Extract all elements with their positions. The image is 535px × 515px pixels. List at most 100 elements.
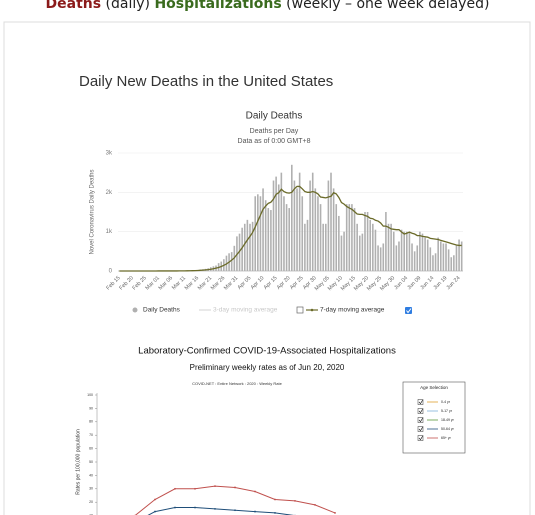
- y-tick-label: 20: [89, 500, 93, 504]
- legend-label[interactable]: 7-day moving average: [320, 307, 385, 314]
- y-tick-label: 80: [89, 420, 93, 424]
- bar: [262, 188, 264, 271]
- bar: [338, 215, 340, 271]
- legend-label[interactable]: 65+ yr: [441, 436, 452, 440]
- bar: [460, 241, 463, 271]
- point: [194, 487, 196, 490]
- bar: [395, 245, 398, 271]
- point: [234, 509, 236, 512]
- chart-title: Daily Deaths: [246, 111, 303, 122]
- legend-label[interactable]: 0-4 yr: [441, 400, 451, 404]
- checkbox[interactable]: [417, 408, 424, 414]
- bar: [379, 247, 382, 271]
- bar: [309, 180, 311, 271]
- checkmark: [418, 418, 423, 423]
- point: [154, 498, 156, 501]
- bar: [335, 204, 338, 271]
- legend-title: Age Selection: [420, 385, 448, 390]
- bar: [280, 172, 283, 271]
- bar: [327, 180, 330, 271]
- x-tick-label: Apr 15: [263, 275, 279, 291]
- y-tick-label: 70: [89, 433, 93, 437]
- y-tick-label: 60: [89, 447, 93, 451]
- bar: [254, 196, 257, 271]
- y-tick-label: 30: [89, 487, 93, 491]
- bar: [311, 172, 314, 271]
- bar: [450, 257, 453, 271]
- point: [254, 490, 256, 493]
- bar: [398, 241, 400, 271]
- bar: [324, 223, 327, 271]
- y-tick-label: 40: [89, 473, 93, 477]
- bar: [453, 255, 455, 271]
- x-tick-label: Apr 05: [237, 275, 253, 291]
- y-tick-label: 0: [109, 269, 113, 275]
- bar: [369, 219, 372, 271]
- x-tick-label: Apr 25: [289, 275, 305, 291]
- bar: [246, 219, 249, 271]
- point: [274, 512, 276, 514]
- checkmark: [418, 400, 423, 405]
- bar: [408, 231, 411, 271]
- chart-subtitle: Preliminary weekly rates as of Jun 20, 2…: [190, 363, 345, 372]
- bar: [374, 229, 377, 271]
- point: [214, 508, 216, 510]
- bar: [358, 235, 361, 271]
- page-header: Deaths (daily) Hospitalizations (weekly …: [0, 0, 535, 12]
- bar: [314, 188, 317, 271]
- legend-label[interactable]: 3-day moving average: [213, 307, 278, 314]
- bar: [267, 208, 270, 271]
- bar: [419, 231, 421, 271]
- legend-label[interactable]: 18-49 yr: [441, 418, 455, 422]
- x-tick-label: Jun 24: [446, 275, 462, 291]
- y-tick-label: 100: [87, 393, 93, 397]
- checkbox[interactable]: [417, 399, 424, 405]
- bar: [330, 172, 332, 271]
- bar: [351, 204, 353, 271]
- line: [119, 185, 462, 272]
- bar: [353, 208, 356, 271]
- legend-label[interactable]: 5-17 yr: [441, 409, 453, 413]
- bar: [288, 208, 290, 271]
- bar: [434, 253, 437, 271]
- bar: [249, 223, 251, 271]
- point: [214, 485, 216, 488]
- legend-label[interactable]: Daily Deaths: [143, 307, 181, 314]
- line: [134, 485, 336, 515]
- point: [254, 510, 256, 513]
- bar: [272, 180, 275, 271]
- checkbox[interactable]: [405, 307, 412, 314]
- bar: [421, 233, 424, 271]
- checkmark: [418, 436, 423, 441]
- bar: [385, 212, 387, 271]
- bar: [293, 180, 296, 271]
- bar: [382, 243, 385, 271]
- bar: [296, 188, 298, 271]
- point: [334, 512, 336, 514]
- bar: [277, 184, 280, 271]
- x-tick-label: Mar 06: [158, 275, 174, 291]
- bar: [400, 229, 403, 271]
- checkmark: [418, 409, 423, 414]
- bar: [416, 245, 419, 271]
- chart-note: Data as of 0:00 GMT+8: [238, 138, 311, 145]
- bar: [426, 239, 429, 271]
- bar: [429, 247, 432, 271]
- checkbox[interactable]: [417, 426, 424, 432]
- bar: [413, 251, 416, 271]
- checkbox[interactable]: [296, 306, 304, 314]
- y-tick-label: 2k: [106, 190, 113, 196]
- bar: [270, 210, 272, 271]
- bar: [361, 233, 364, 271]
- legend-label[interactable]: 50-64 yr: [441, 427, 455, 431]
- bar: [340, 235, 343, 271]
- line: [147, 507, 295, 515]
- bar: [345, 204, 348, 271]
- bar: [377, 245, 379, 271]
- checkbox[interactable]: [417, 435, 424, 441]
- checkbox[interactable]: [417, 417, 424, 423]
- bar: [439, 241, 442, 271]
- bar: [458, 239, 460, 271]
- bar: [230, 252, 233, 271]
